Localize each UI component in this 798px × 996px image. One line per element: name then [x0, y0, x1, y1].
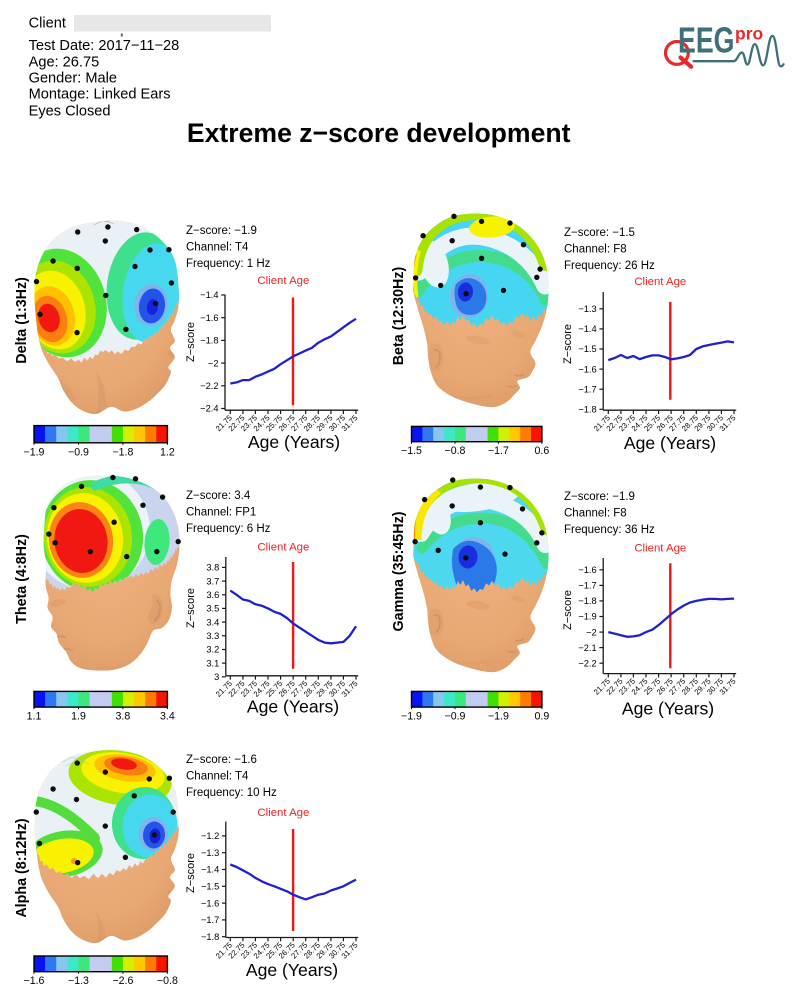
svg-text:3.3: 3.3 [206, 631, 219, 641]
svg-text:EEG: EEG [678, 20, 735, 61]
svg-text:Extreme z−score development: Extreme z−score development [187, 118, 571, 148]
svg-text:−1.3: −1.3 [201, 848, 219, 858]
svg-text:Channel: FP1: Channel: FP1 [186, 506, 256, 518]
svg-text:3.4: 3.4 [160, 711, 175, 723]
svg-text:Client Age: Client Age [634, 542, 686, 554]
svg-text:−1.4: −1.4 [200, 290, 218, 300]
svg-text:−1.7: −1.7 [578, 581, 596, 591]
svg-text:Client Age: Client Age [634, 276, 686, 288]
svg-text:−1.9: −1.9 [488, 711, 509, 723]
svg-text:Z−score: 3.4: Z−score: 3.4 [186, 490, 251, 502]
svg-text:Z−score: Z−score [185, 853, 197, 893]
svg-text:Delta (1:3Hz): Delta (1:3Hz) [14, 277, 30, 364]
svg-text:−1.7: −1.7 [201, 915, 219, 925]
svg-text:Age (Years): Age (Years) [624, 433, 716, 453]
svg-text:−1.7: −1.7 [488, 445, 509, 457]
svg-text:Age (Years): Age (Years) [247, 697, 339, 717]
svg-text:Frequency: 10 Hz: Frequency: 10 Hz [186, 787, 277, 799]
svg-text:−1.9: −1.9 [24, 446, 45, 458]
svg-text:Frequency: 36 Hz: Frequency: 36 Hz [564, 524, 655, 536]
svg-text:Client: Client [29, 16, 66, 32]
svg-text:3.1: 3.1 [206, 658, 219, 668]
svg-text:Test Date: 2017−11−28: Test Date: 2017−11−28 [29, 38, 180, 54]
svg-text:Gender: Male: Gender: Male [29, 71, 117, 87]
svg-text:1.2: 1.2 [160, 446, 175, 458]
svg-text:−2: −2 [208, 358, 219, 368]
svg-text:−1.3: −1.3 [578, 304, 596, 314]
svg-text:0.9: 0.9 [535, 711, 550, 723]
svg-text:3.5: 3.5 [206, 604, 219, 614]
svg-text:Channel: F8: Channel: F8 [564, 243, 627, 255]
svg-text:3.6: 3.6 [206, 590, 219, 600]
svg-text:Z−score: Z−score [185, 588, 197, 628]
svg-text:Age (Years): Age (Years) [622, 699, 714, 719]
svg-text:0.6: 0.6 [535, 445, 550, 457]
svg-text:−0.9: −0.9 [445, 711, 466, 723]
svg-text:Frequency: 1 Hz: Frequency: 1 Hz [186, 258, 271, 270]
svg-text:−1.6: −1.6 [578, 364, 596, 374]
svg-text:−2.1: −2.1 [578, 643, 596, 653]
svg-text:Alpha (8:12Hz): Alpha (8:12Hz) [14, 818, 30, 918]
svg-text:3.8: 3.8 [116, 711, 131, 723]
svg-text:1.1: 1.1 [27, 711, 42, 723]
svg-text:Frequency: 26 Hz: Frequency: 26 Hz [564, 260, 655, 272]
svg-text:Channel: T4: Channel: T4 [186, 241, 249, 253]
svg-text:−0.9: −0.9 [68, 446, 89, 458]
svg-text:Gamma (35:45Hz): Gamma (35:45Hz) [391, 511, 407, 631]
svg-text:−2.6: −2.6 [112, 975, 133, 987]
svg-text:−2.2: −2.2 [578, 658, 596, 668]
svg-text:−1.6: −1.6 [200, 313, 218, 323]
svg-text:Client Age: Client Age [257, 275, 309, 287]
svg-text:3.4: 3.4 [206, 617, 219, 627]
svg-text:−1.6: −1.6 [24, 975, 45, 987]
svg-text:−1.6: −1.6 [578, 565, 596, 575]
svg-text:3.2: 3.2 [206, 645, 219, 655]
svg-text:Client Age: Client Age [257, 541, 309, 553]
svg-text:Frequency: 6 Hz: Frequency: 6 Hz [186, 523, 271, 535]
svg-text:−1.4: −1.4 [578, 324, 596, 334]
svg-text:−2.4: −2.4 [200, 404, 218, 414]
svg-text:−1.9: −1.9 [401, 711, 422, 723]
svg-text:Montage: Linked Ears: Montage: Linked Ears [29, 87, 171, 103]
svg-text:Eyes Closed: Eyes Closed [29, 103, 111, 119]
svg-text:−1.5: −1.5 [578, 344, 596, 354]
svg-text:Z−score: −1.6: Z−score: −1.6 [186, 754, 257, 766]
svg-text:Age (Years): Age (Years) [246, 960, 338, 980]
svg-text:−0.8: −0.8 [445, 445, 466, 457]
svg-text:−1.4: −1.4 [201, 865, 219, 875]
svg-text:−1.6: −1.6 [201, 898, 219, 908]
svg-text:Z−score: −1.9: Z−score: −1.9 [564, 491, 635, 503]
svg-text:−1.8: −1.8 [578, 596, 596, 606]
svg-text:−2.2: −2.2 [200, 381, 218, 391]
svg-text:Channel: F8: Channel: F8 [564, 507, 627, 519]
svg-text:Z−score: Z−score [562, 590, 574, 630]
svg-text:−0.8: −0.8 [157, 975, 178, 987]
svg-text:3.7: 3.7 [206, 576, 219, 586]
svg-text:Z−score: −1.5: Z−score: −1.5 [564, 227, 635, 239]
svg-text:−1.8: −1.8 [201, 932, 219, 942]
svg-text:−1.2: −1.2 [201, 831, 219, 841]
svg-text:Theta (4:8Hz): Theta (4:8Hz) [14, 534, 30, 624]
svg-text:−1.8: −1.8 [578, 405, 596, 415]
svg-text:−1.3: −1.3 [68, 975, 89, 987]
svg-text:1.9: 1.9 [71, 711, 86, 723]
svg-text:−1.5: −1.5 [401, 445, 422, 457]
svg-text:Channel: T4: Channel: T4 [186, 770, 249, 782]
svg-text:−1.8: −1.8 [112, 446, 133, 458]
svg-text:Age: 26.75: Age: 26.75 [29, 55, 100, 71]
svg-text:Client Age: Client Age [257, 807, 309, 819]
svg-text:−1.5: −1.5 [201, 882, 219, 892]
svg-text:−1.7: −1.7 [578, 384, 596, 394]
svg-text:Beta (12:30Hz): Beta (12:30Hz) [391, 267, 407, 366]
svg-text:Z−score: Z−score [185, 322, 197, 362]
svg-text:Z−score: Z−score [562, 324, 574, 364]
svg-text:−2: −2 [586, 627, 597, 637]
svg-text:−1.8: −1.8 [200, 336, 218, 346]
svg-text:−1.9: −1.9 [578, 612, 596, 622]
svg-text:3: 3 [214, 672, 219, 682]
svg-text:Z−score: −1.9: Z−score: −1.9 [186, 225, 257, 237]
svg-text:Age (Years): Age (Years) [248, 432, 340, 452]
svg-text:pro: pro [735, 24, 763, 44]
svg-text:3.8: 3.8 [206, 563, 219, 573]
